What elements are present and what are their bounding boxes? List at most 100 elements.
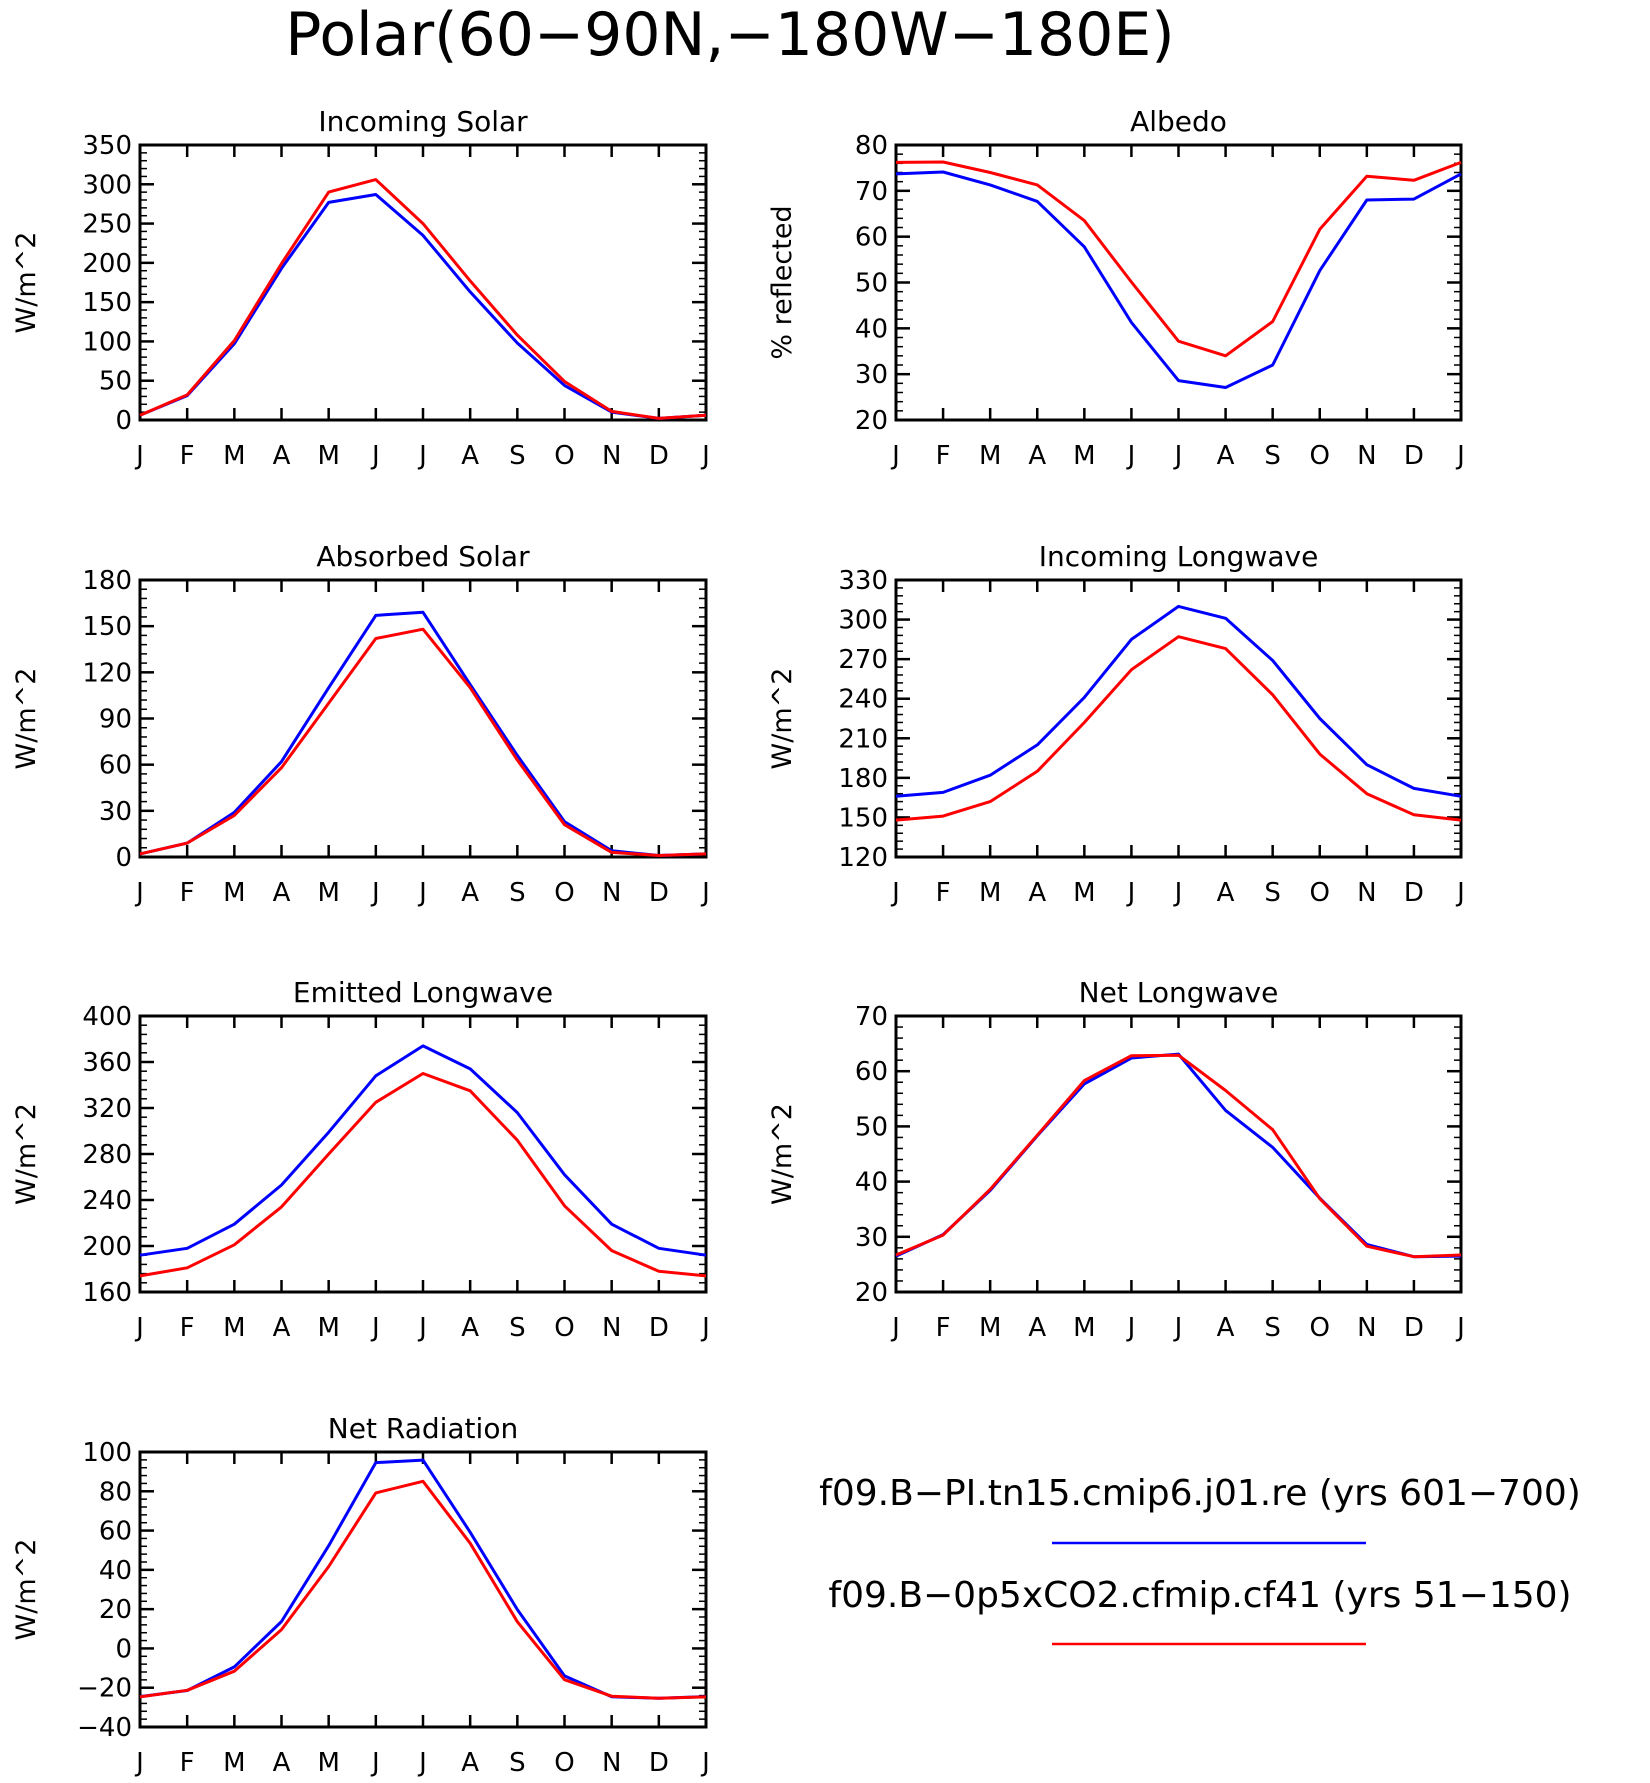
x-tick-label: N	[1357, 441, 1376, 471]
x-tick-label: S	[509, 441, 526, 471]
y-axis-label: W/m^2	[11, 232, 42, 334]
x-tick-label: J	[134, 1313, 144, 1343]
x-tick-label: O	[1310, 1313, 1330, 1343]
y-tick-label: 150	[82, 288, 132, 318]
x-tick-label: S	[509, 878, 526, 908]
y-tick-label: 270	[838, 645, 888, 675]
y-tick-label: 240	[82, 1186, 132, 1216]
x-tick-label: J	[1173, 1313, 1183, 1343]
panel-title: Net Radiation	[328, 1412, 518, 1445]
x-tick-label: M	[317, 441, 339, 471]
x-tick-label: J	[890, 441, 900, 471]
y-tick-label: 330	[838, 566, 888, 596]
x-tick-label: J	[417, 441, 427, 471]
x-tick-label: F	[180, 1748, 195, 1778]
x-tick-label: A	[273, 441, 291, 471]
series-line-1	[139, 1044, 707, 1257]
y-tick-label: 50	[855, 269, 888, 299]
x-tick-label: F	[936, 878, 951, 908]
plot-frame	[894, 578, 1463, 859]
y-tick-label: 0	[115, 843, 132, 873]
panel-title: Net Longwave	[1079, 976, 1279, 1009]
x-tick-label: N	[602, 878, 621, 908]
x-tick-label: J	[417, 1748, 427, 1778]
x-tick-label: M	[979, 878, 1001, 908]
x-tick-label: F	[180, 441, 195, 471]
x-tick-label: J	[1173, 878, 1183, 908]
x-tick-label: A	[1217, 441, 1235, 471]
legend: f09.B−PI.tn15.cmip6.j01.re (yrs 601−700)…	[819, 1473, 1581, 1646]
y-tick-label: 50	[99, 367, 132, 397]
x-tick-label: J	[1126, 441, 1136, 471]
y-tick-label: 60	[855, 223, 888, 253]
y-tick-label: 80	[99, 1477, 132, 1507]
x-tick-label: J	[1126, 1313, 1136, 1343]
x-tick-label: F	[936, 441, 951, 471]
x-tick-label: J	[370, 1748, 380, 1778]
x-tick-label: F	[180, 878, 195, 908]
panel-title: Emitted Longwave	[293, 976, 553, 1009]
series-line-2	[139, 1479, 707, 1700]
y-tick-label: 90	[99, 705, 132, 735]
x-tick-label: D	[649, 878, 669, 908]
x-tick-label: M	[223, 878, 245, 908]
x-tick-label: D	[649, 441, 669, 471]
series-line-2	[139, 1072, 707, 1278]
y-tick-label: −40	[77, 1713, 132, 1743]
series-line-1	[139, 610, 707, 857]
y-tick-label: 150	[838, 803, 888, 833]
y-tick-label: 200	[82, 1232, 132, 1262]
y-tick-label: 150	[82, 612, 132, 642]
y-tick-label: −20	[77, 1674, 132, 1704]
x-tick-label: J	[700, 1313, 710, 1343]
y-tick-label: 50	[855, 1112, 888, 1142]
x-tick-label: S	[509, 1748, 526, 1778]
x-tick-label: A	[1028, 1313, 1046, 1343]
x-tick-label: O	[554, 441, 574, 471]
y-tick-label: 400	[82, 1002, 132, 1032]
series-line-2	[139, 627, 707, 857]
y-tick-label: 40	[855, 314, 888, 344]
x-tick-label: J	[134, 441, 144, 471]
x-tick-label: S	[1264, 441, 1281, 471]
x-tick-label: A	[1028, 878, 1046, 908]
x-tick-label: F	[936, 1313, 951, 1343]
y-tick-label: 120	[838, 843, 888, 873]
y-tick-label: 20	[99, 1595, 132, 1625]
panel-title: Incoming Solar	[318, 105, 528, 138]
series-line-2	[895, 1053, 1462, 1259]
y-tick-label: 300	[82, 170, 132, 200]
y-tick-label: 240	[838, 685, 888, 715]
x-tick-label: D	[649, 1748, 669, 1778]
x-tick-label: M	[1073, 441, 1095, 471]
x-tick-label: O	[1310, 878, 1330, 908]
y-tick-label: 200	[82, 249, 132, 279]
y-tick-label: 40	[855, 1168, 888, 1198]
x-tick-label: M	[317, 1748, 339, 1778]
plot-frame	[138, 143, 708, 422]
x-tick-label: A	[1217, 878, 1235, 908]
x-tick-label: M	[979, 1313, 1001, 1343]
y-tick-label: 30	[99, 797, 132, 827]
y-tick-label: 160	[82, 1278, 132, 1308]
x-tick-label: M	[1073, 878, 1095, 908]
x-tick-label: J	[417, 878, 427, 908]
y-tick-label: 70	[855, 1002, 888, 1032]
x-tick-label: J	[134, 1748, 144, 1778]
panel-title: Incoming Longwave	[1039, 540, 1319, 573]
x-tick-label: N	[602, 1313, 621, 1343]
y-axis-label: W/m^2	[767, 1103, 798, 1205]
x-tick-label: D	[649, 1313, 669, 1343]
y-axis-label: W/m^2	[11, 668, 42, 770]
x-tick-label: J	[370, 878, 380, 908]
x-tick-label: A	[461, 441, 479, 471]
x-tick-label: M	[1073, 1313, 1095, 1343]
y-tick-label: 360	[82, 1048, 132, 1078]
x-tick-label: J	[700, 878, 710, 908]
y-axis-label: W/m^2	[11, 1103, 42, 1205]
